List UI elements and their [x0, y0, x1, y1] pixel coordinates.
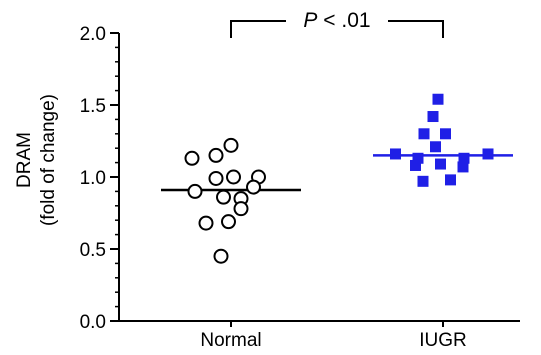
data-point-normal	[208, 147, 224, 163]
data-point-normal	[213, 248, 229, 264]
data-point-normal	[216, 189, 231, 205]
x-category-label-iugr: IUGR	[419, 330, 467, 351]
data-point-normal	[246, 179, 261, 195]
data-point-iugr	[432, 93, 444, 105]
data-point-iugr	[430, 141, 441, 153]
data-point-normal	[233, 201, 249, 217]
data-point-iugr	[412, 152, 424, 164]
bracket-left	[230, 20, 286, 38]
significance-p-letter: P	[303, 9, 317, 32]
data-point-iugr	[390, 148, 401, 160]
data-point-iugr	[417, 175, 429, 187]
data-point-normal	[208, 170, 224, 186]
data-point-normal	[198, 215, 214, 231]
data-point-iugr	[445, 174, 456, 186]
data-point-iugr	[427, 111, 439, 123]
data-point-normal	[221, 214, 236, 230]
data-point-iugr	[418, 128, 430, 140]
data-point-iugr	[457, 161, 469, 173]
bracket-right	[388, 20, 444, 38]
significance-threshold: < .01	[317, 9, 370, 32]
data-point-normal	[223, 137, 239, 153]
y-tick-label: 2.0	[80, 24, 106, 45]
y-axis-title: DRAM (fold of change)	[14, 94, 59, 226]
significance-label: P < .01	[303, 9, 370, 32]
data-point-iugr	[440, 128, 451, 140]
y-tick-label: 1.5	[80, 96, 106, 117]
significance-annotation: P < .01	[230, 9, 444, 38]
data-point-normal	[184, 150, 200, 166]
y-tick-label: 0.0	[80, 312, 106, 333]
data-point-iugr	[482, 148, 494, 160]
y-tick-label: 0.5	[80, 240, 106, 261]
data-point-iugr	[435, 158, 446, 170]
y-axis-title-line-2: (fold of change)	[38, 94, 59, 226]
data-marks	[161, 93, 513, 264]
y-axis-title-line-1: DRAM	[14, 132, 35, 188]
data-point-normal	[226, 169, 241, 185]
data-point-iugr	[458, 152, 470, 164]
data-point-iugr	[410, 159, 421, 171]
y-tick-label: 1.0	[80, 168, 106, 189]
data-point-normal	[187, 183, 203, 199]
x-category-label-normal: Normal	[200, 330, 261, 351]
axes: 0.0 0.5 1.0 1.5 2.0 Normal IUGR	[80, 24, 520, 351]
